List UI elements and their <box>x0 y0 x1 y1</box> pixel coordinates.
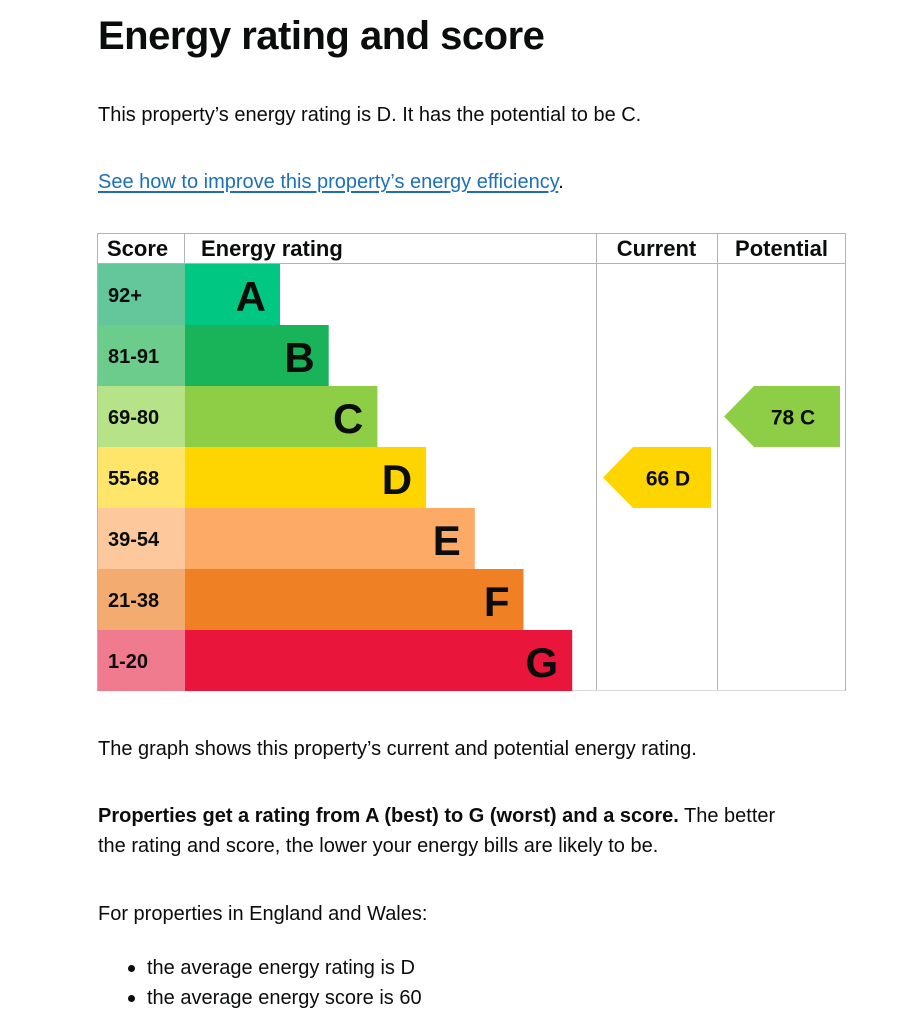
rating-bar-f <box>185 569 524 630</box>
potential-header: Potential <box>735 236 828 261</box>
score-cell-c <box>98 386 185 447</box>
potential-arrow <box>724 386 840 447</box>
rating-letter-c: C <box>333 395 363 442</box>
score-cell-b <box>98 325 185 386</box>
energy-rating-chart: Score Energy rating Current Potential 92+ A 81… <box>97 233 846 691</box>
rating-bar-a <box>185 264 280 325</box>
energy-rating-header: Energy rating <box>201 236 343 261</box>
rating-explanation-line2: the rating and score, the lower your ene… <box>98 835 659 857</box>
page-title: Energy rating and score <box>98 14 545 58</box>
graph-description: The graph shows this property’s current … <box>98 738 697 760</box>
score-cell-d <box>98 447 185 508</box>
rating-letter-g: G <box>526 639 559 686</box>
current-arrow <box>603 447 711 508</box>
current-header: Current <box>617 236 697 261</box>
score-cell-a <box>98 264 185 325</box>
score-header: Score <box>107 236 168 261</box>
rating-letter-f: F <box>484 578 510 625</box>
score-label-e: 39-54 <box>108 529 160 551</box>
score-label-a: 92+ <box>108 285 142 307</box>
rating-bar-c <box>185 386 378 447</box>
rating-letter-d: D <box>382 456 412 503</box>
intro-text: This property’s energy rating is D. It h… <box>98 104 642 126</box>
averages-list: the average energy rating is D the avera… <box>98 953 422 1013</box>
score-label-f: 21-38 <box>108 590 159 612</box>
score-label-b: 81-91 <box>108 346 159 368</box>
list-item: the average energy rating is D <box>98 953 422 983</box>
rating-bar-b <box>185 325 329 386</box>
rating-explanation-bold: Properties get a rating from A (best) to… <box>98 805 679 827</box>
rating-letter-a: A <box>236 273 266 320</box>
improve-paragraph: See how to improve this property’s energ… <box>98 167 564 197</box>
rating-bar-d <box>185 447 427 508</box>
list-item: the average energy score is 60 <box>98 983 422 1013</box>
score-label-d: 55-68 <box>108 468 159 490</box>
current-rating-label: 66 D <box>646 468 690 491</box>
rating-explanation-rest: The better <box>678 805 776 827</box>
score-cell-f <box>98 569 185 630</box>
rating-bar-g <box>185 630 573 691</box>
rating-bar-e <box>185 508 475 569</box>
improve-suffix: . <box>558 171 564 193</box>
rating-explanation: Properties get a rating from A (best) to… <box>98 801 775 861</box>
score-cell-g <box>98 630 185 691</box>
rating-letter-b: B <box>284 334 314 381</box>
score-label-c: 69-80 <box>108 407 159 429</box>
score-label-g: 1-20 <box>108 651 148 673</box>
potential-rating-label: 78 C <box>771 407 815 430</box>
rating-letter-e: E <box>433 517 461 564</box>
england-wales-text: For properties in England and Wales: <box>98 903 428 925</box>
improve-efficiency-link[interactable]: See how to improve this property’s energ… <box>98 171 559 193</box>
score-cell-e <box>98 508 185 569</box>
